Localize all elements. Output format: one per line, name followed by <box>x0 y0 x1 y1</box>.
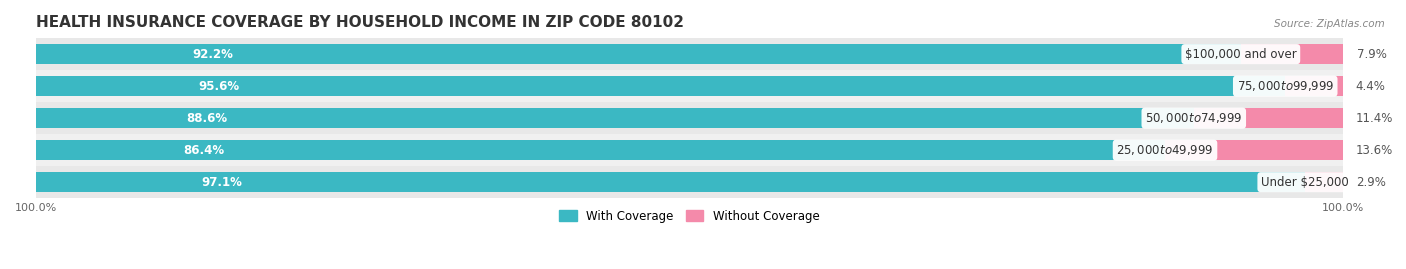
Text: 86.4%: 86.4% <box>183 144 224 157</box>
Bar <box>1285 76 1343 96</box>
Text: $100,000 and over: $100,000 and over <box>1185 48 1296 61</box>
Bar <box>37 134 1343 166</box>
Bar <box>1194 108 1343 128</box>
Bar <box>37 38 1343 70</box>
Bar <box>1166 140 1343 160</box>
Text: $25,000 to $49,999: $25,000 to $49,999 <box>1116 143 1213 157</box>
Bar <box>37 172 1305 192</box>
Bar <box>37 140 1166 160</box>
Text: 92.2%: 92.2% <box>193 48 233 61</box>
Bar <box>37 76 1285 96</box>
Text: $50,000 to $74,999: $50,000 to $74,999 <box>1144 111 1243 125</box>
Text: Source: ZipAtlas.com: Source: ZipAtlas.com <box>1274 19 1385 29</box>
Bar <box>37 102 1343 134</box>
Text: 97.1%: 97.1% <box>201 176 242 189</box>
Text: 7.9%: 7.9% <box>1357 48 1386 61</box>
Bar <box>37 70 1343 102</box>
Bar <box>1305 172 1343 192</box>
Text: 95.6%: 95.6% <box>198 80 239 93</box>
Bar <box>37 44 1241 64</box>
Bar <box>37 166 1343 198</box>
Text: 4.4%: 4.4% <box>1355 80 1386 93</box>
Text: 2.9%: 2.9% <box>1355 176 1386 189</box>
Bar <box>1241 44 1344 64</box>
Text: 13.6%: 13.6% <box>1355 144 1393 157</box>
Text: 11.4%: 11.4% <box>1355 112 1393 125</box>
Text: $75,000 to $99,999: $75,000 to $99,999 <box>1236 79 1334 93</box>
Bar <box>37 108 1194 128</box>
Text: 88.6%: 88.6% <box>187 112 228 125</box>
Text: Under $25,000: Under $25,000 <box>1261 176 1348 189</box>
Legend: With Coverage, Without Coverage: With Coverage, Without Coverage <box>554 205 824 228</box>
Text: HEALTH INSURANCE COVERAGE BY HOUSEHOLD INCOME IN ZIP CODE 80102: HEALTH INSURANCE COVERAGE BY HOUSEHOLD I… <box>37 15 685 30</box>
